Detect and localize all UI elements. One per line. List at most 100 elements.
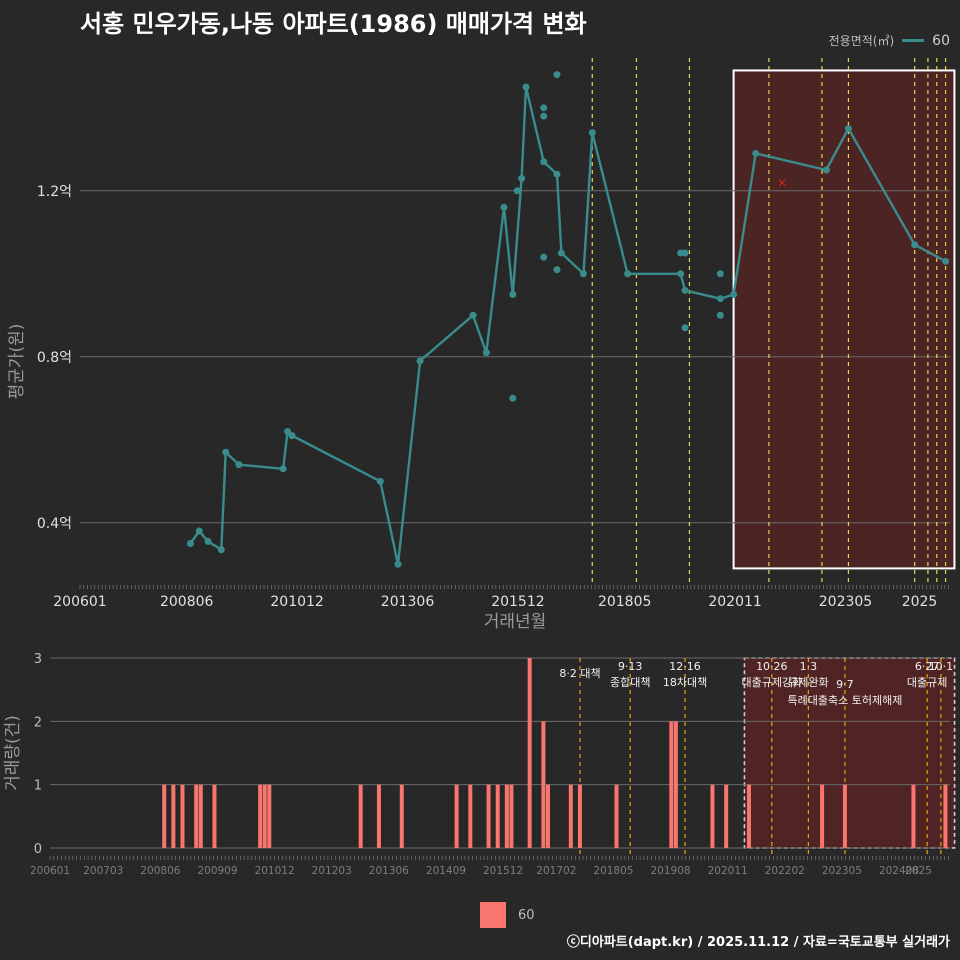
volume-x-tick-label: 201409	[426, 865, 466, 877]
price-point	[942, 257, 950, 265]
x-tick-label: 201805	[598, 594, 651, 610]
price-point	[844, 125, 852, 133]
price-point	[509, 291, 517, 299]
policy-name-label: 종합대책	[610, 676, 650, 689]
volume-bar	[577, 784, 582, 848]
transaction-point	[540, 112, 548, 120]
x-tick-label: 2025	[902, 594, 938, 610]
transaction-point	[509, 394, 517, 402]
volume-bar	[509, 784, 514, 848]
price-point	[716, 295, 724, 303]
policy-name-label: 18차대책	[663, 676, 707, 689]
policy-date-label: 10·26	[756, 660, 788, 673]
volume-bar	[495, 784, 500, 848]
price-point	[557, 249, 565, 257]
volume-bar	[468, 784, 473, 848]
transaction-point	[513, 187, 521, 195]
price-point	[911, 241, 919, 249]
transaction-point	[540, 253, 548, 261]
price-point	[284, 427, 292, 435]
volume-x-tick-label: 200909	[197, 865, 237, 877]
price-point	[195, 527, 203, 535]
volume-bar	[504, 784, 509, 848]
volume-bar	[358, 784, 363, 848]
chart-title: 서홍 민우가동,나동 아파트(1986) 매매가격 변화	[80, 10, 587, 38]
volume-x-tick-label: 2025	[905, 865, 932, 877]
price-point	[500, 203, 508, 211]
policy-name-label: 대출규제	[907, 676, 947, 689]
volume-x-tick-label: 202305	[822, 865, 862, 877]
x-tick-label: 202011	[708, 594, 761, 610]
volume-x-tick-label: 201012	[255, 865, 295, 877]
price-point	[416, 357, 424, 365]
price-point	[376, 477, 384, 485]
price-point	[677, 270, 685, 278]
transaction-point	[681, 324, 689, 332]
volume-x-tick-label: 200703	[83, 865, 123, 877]
transaction-point	[716, 311, 724, 319]
volume-bar	[746, 784, 751, 848]
policy-date-label: 8·2 대책	[559, 667, 600, 680]
volume-x-tick-label: 200601	[30, 865, 70, 877]
x-tick-label: 201012	[270, 594, 323, 610]
legend: 전용면적(㎡) 60	[829, 32, 950, 49]
y-tick-label: 1.2억	[37, 184, 72, 200]
price-point	[279, 465, 287, 473]
price-point	[588, 129, 596, 137]
price-point	[540, 158, 548, 166]
volume-bar	[180, 784, 185, 848]
highlight-region	[732, 69, 956, 570]
volume-bar	[820, 784, 825, 848]
transaction-point	[553, 71, 561, 79]
policy-date-label: 1·3	[800, 660, 818, 673]
y-axis-title: 평균가(원)	[7, 324, 27, 400]
volume-y-tick-label: 3	[34, 652, 42, 667]
volume-x-tick-label: 201512	[483, 865, 523, 877]
policy-date-label: 10·1	[929, 660, 954, 673]
volume-x-tick-label: 202011	[708, 865, 748, 877]
price-point	[752, 149, 760, 157]
volume-bar	[545, 784, 550, 848]
volume-y-tick-label: 2	[34, 715, 42, 730]
volume-bar	[724, 784, 729, 848]
price-point	[822, 166, 830, 174]
bar-legend-label: 60	[518, 907, 535, 923]
volume-x-tick-label: 201702	[536, 865, 576, 877]
volume-bar	[486, 784, 491, 848]
policy-name-label: 규제완화	[788, 676, 828, 689]
volume-x-tick-label: 201306	[369, 865, 409, 877]
volume-y-tick-label: 0	[34, 842, 42, 857]
policy-name-label: 대출규제강화	[741, 676, 802, 689]
volume-bar	[194, 784, 199, 848]
volume-x-tick-label: 202202	[765, 865, 805, 877]
policy-date-label: 9·7	[836, 678, 854, 691]
x-tick-label: 202305	[819, 594, 872, 610]
policy-name-label: 특례대출축소 토허제해제	[788, 693, 903, 707]
current-marker: ×	[777, 175, 787, 189]
transaction-point	[553, 266, 561, 274]
volume-bar	[568, 784, 573, 848]
volume-highlight-region	[743, 657, 956, 849]
volume-bar	[262, 784, 267, 848]
volume-bar	[527, 658, 532, 848]
x-tick-label: 200601	[53, 594, 106, 610]
volume-bar	[198, 784, 203, 848]
volume-bar	[842, 784, 847, 848]
volume-bar	[399, 784, 404, 848]
y-tick-label: 0.4억	[37, 516, 72, 532]
policy-date-label: 9·13	[618, 660, 643, 673]
price-point	[482, 349, 490, 357]
volume-x-tick-label: 201908	[651, 865, 691, 877]
volume-bar	[454, 784, 459, 848]
transaction-point	[716, 270, 724, 278]
transaction-point	[540, 104, 548, 112]
price-point	[553, 170, 561, 178]
bar-legend: 60	[480, 902, 535, 928]
legend-title: 전용면적(㎡)	[828, 34, 895, 48]
volume-bar	[669, 721, 674, 848]
x-tick-label: 201512	[491, 594, 544, 610]
volume-bar	[162, 784, 167, 848]
price-point	[217, 546, 225, 554]
price-point	[730, 291, 738, 299]
